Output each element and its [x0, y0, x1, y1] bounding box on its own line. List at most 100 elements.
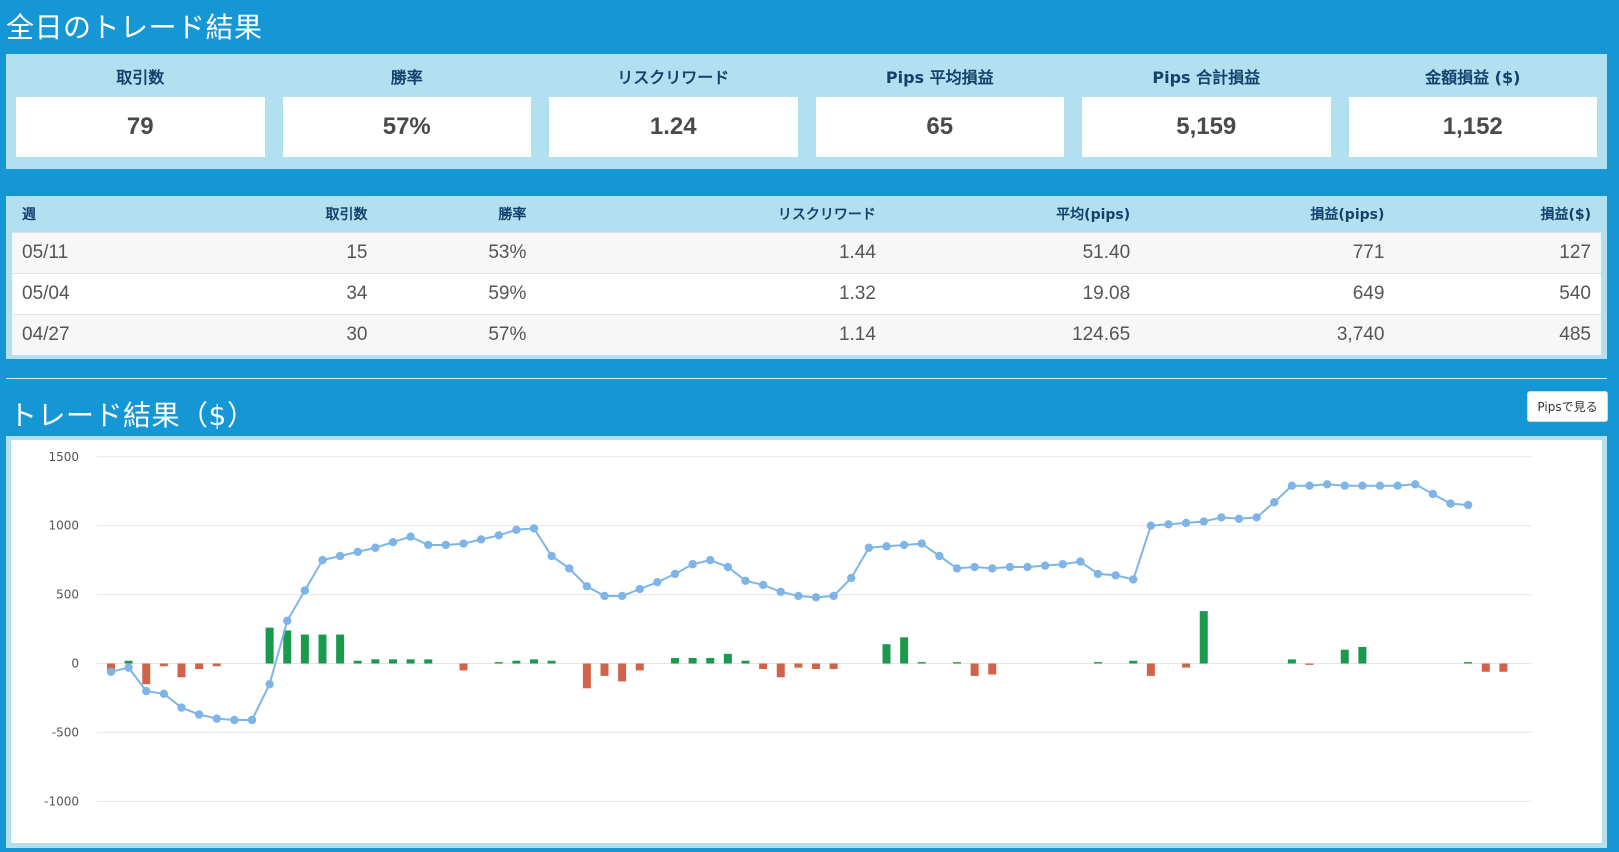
line-point[interactable] — [512, 525, 521, 535]
column-header-pl-dollars[interactable]: 損益($) — [1540, 206, 1591, 223]
line-point[interactable] — [1411, 480, 1420, 489]
bar-mark[interactable] — [424, 659, 433, 664]
line-point[interactable] — [388, 538, 398, 547]
bar-mark[interactable] — [1340, 649, 1349, 664]
bar-mark[interactable] — [1499, 663, 1508, 672]
line-point[interactable] — [635, 584, 644, 594]
table-row[interactable]: 05/11 15 53% 1.44 51.40 771 127 — [12, 231, 1601, 273]
line-point[interactable] — [1058, 560, 1067, 569]
bar-mark[interactable] — [759, 663, 768, 670]
bar-mark[interactable] — [776, 663, 785, 678]
bar-mark[interactable] — [741, 660, 750, 664]
line-point[interactable] — [917, 539, 926, 548]
bar-mark[interactable] — [1146, 663, 1155, 676]
line-point[interactable] — [617, 591, 627, 601]
bar-mark[interactable] — [494, 662, 503, 664]
line-point[interactable] — [1393, 481, 1402, 490]
line-point[interactable] — [1375, 481, 1385, 490]
line-point[interactable] — [1252, 513, 1261, 522]
bar-mark[interactable] — [1305, 663, 1314, 665]
bar-mark[interactable] — [530, 659, 538, 664]
line-point[interactable] — [265, 679, 274, 689]
line-point[interactable] — [159, 689, 169, 699]
bar-mark[interactable] — [142, 663, 151, 685]
column-header-pl-pips[interactable]: 損益(pips) — [1310, 206, 1385, 223]
line-point[interactable] — [194, 710, 204, 719]
bar-mark[interactable] — [600, 663, 609, 676]
line-point[interactable] — [582, 582, 592, 591]
line-point[interactable] — [547, 551, 556, 561]
column-header-risk-reward[interactable]: リスクリワード — [777, 206, 876, 223]
line-point[interactable] — [1287, 481, 1297, 490]
line-point[interactable] — [1428, 489, 1438, 499]
bar-mark[interactable] — [212, 663, 221, 667]
line-point[interactable] — [124, 663, 133, 672]
line-point[interactable] — [758, 580, 768, 590]
bar-mark[interactable] — [159, 663, 168, 667]
table-row[interactable]: 04/27 30 57% 1.14 124.65 3,740 485 — [12, 313, 1601, 355]
line-point[interactable] — [142, 686, 151, 696]
bar-mark[interactable] — [195, 663, 204, 670]
bar-mark[interactable] — [124, 660, 133, 664]
bar-mark[interactable] — [882, 644, 891, 664]
column-header-average-pips[interactable]: 平均(pips) — [1056, 206, 1131, 223]
line-point[interactable] — [1023, 562, 1032, 572]
bar-mark[interactable] — [1094, 662, 1102, 664]
bar-mark[interactable] — [547, 660, 556, 664]
line-point[interactable] — [459, 539, 468, 548]
line-point[interactable] — [441, 540, 451, 550]
column-header-trades[interactable]: 取引数 — [325, 206, 368, 223]
line-point[interactable] — [794, 591, 803, 601]
line-point[interactable] — [1111, 571, 1120, 580]
line-point[interactable] — [899, 540, 909, 550]
bar-mark[interactable] — [671, 657, 679, 664]
line-point[interactable] — [1181, 518, 1191, 528]
line-point[interactable] — [600, 591, 609, 601]
line-point[interactable] — [847, 573, 856, 583]
bar-mark[interactable] — [1182, 663, 1191, 668]
line-point[interactable] — [882, 542, 891, 551]
line-point[interactable] — [406, 532, 415, 541]
line-point[interactable] — [970, 562, 979, 572]
bar-mark[interactable] — [107, 663, 115, 671]
bar-mark[interactable] — [371, 659, 380, 664]
line-point[interactable] — [864, 543, 874, 552]
line-point[interactable] — [1199, 517, 1208, 526]
line-point[interactable] — [1005, 562, 1015, 572]
bar-mark[interactable] — [1129, 660, 1138, 664]
line-point[interactable] — [300, 586, 310, 595]
bar-mark[interactable] — [283, 630, 292, 664]
bar-mark[interactable] — [265, 627, 274, 664]
view-pips-button[interactable]: Pipsで見る — [1527, 391, 1608, 422]
line-point[interactable] — [1217, 513, 1226, 522]
line-point[interactable] — [1234, 514, 1244, 523]
bar-mark[interactable] — [389, 659, 397, 664]
bar-mark[interactable] — [459, 663, 468, 671]
bar-mark[interactable] — [917, 662, 926, 664]
bar-mark[interactable] — [829, 663, 838, 670]
line-point[interactable] — [741, 576, 750, 586]
column-header-win-rate[interactable]: 勝率 — [498, 206, 527, 223]
bar-mark[interactable] — [582, 663, 591, 689]
line-point[interactable] — [1040, 561, 1050, 570]
bar-mark[interactable] — [406, 659, 415, 664]
line-point[interactable] — [1305, 481, 1314, 490]
line-point[interactable] — [1463, 500, 1473, 510]
line-point[interactable] — [1076, 557, 1085, 566]
line-point[interactable] — [776, 587, 785, 597]
bar-mark[interactable] — [353, 660, 362, 664]
line-point[interactable] — [1446, 499, 1455, 508]
table-row[interactable]: 05/04 34 59% 1.32 19.08 649 540 — [12, 272, 1601, 314]
bar-mark[interactable] — [1287, 659, 1296, 664]
bar-mark[interactable] — [318, 634, 327, 664]
line-point[interactable] — [670, 569, 680, 579]
line-point[interactable] — [247, 715, 257, 725]
bar-mark[interactable] — [512, 660, 521, 664]
bar-mark[interactable] — [688, 657, 697, 664]
bar-mark[interactable] — [900, 637, 909, 664]
bar-mark[interactable] — [723, 653, 732, 664]
line-point[interactable] — [371, 543, 380, 552]
line-point[interactable] — [706, 555, 715, 565]
line-point[interactable] — [723, 562, 733, 572]
line-point[interactable] — [353, 547, 362, 557]
